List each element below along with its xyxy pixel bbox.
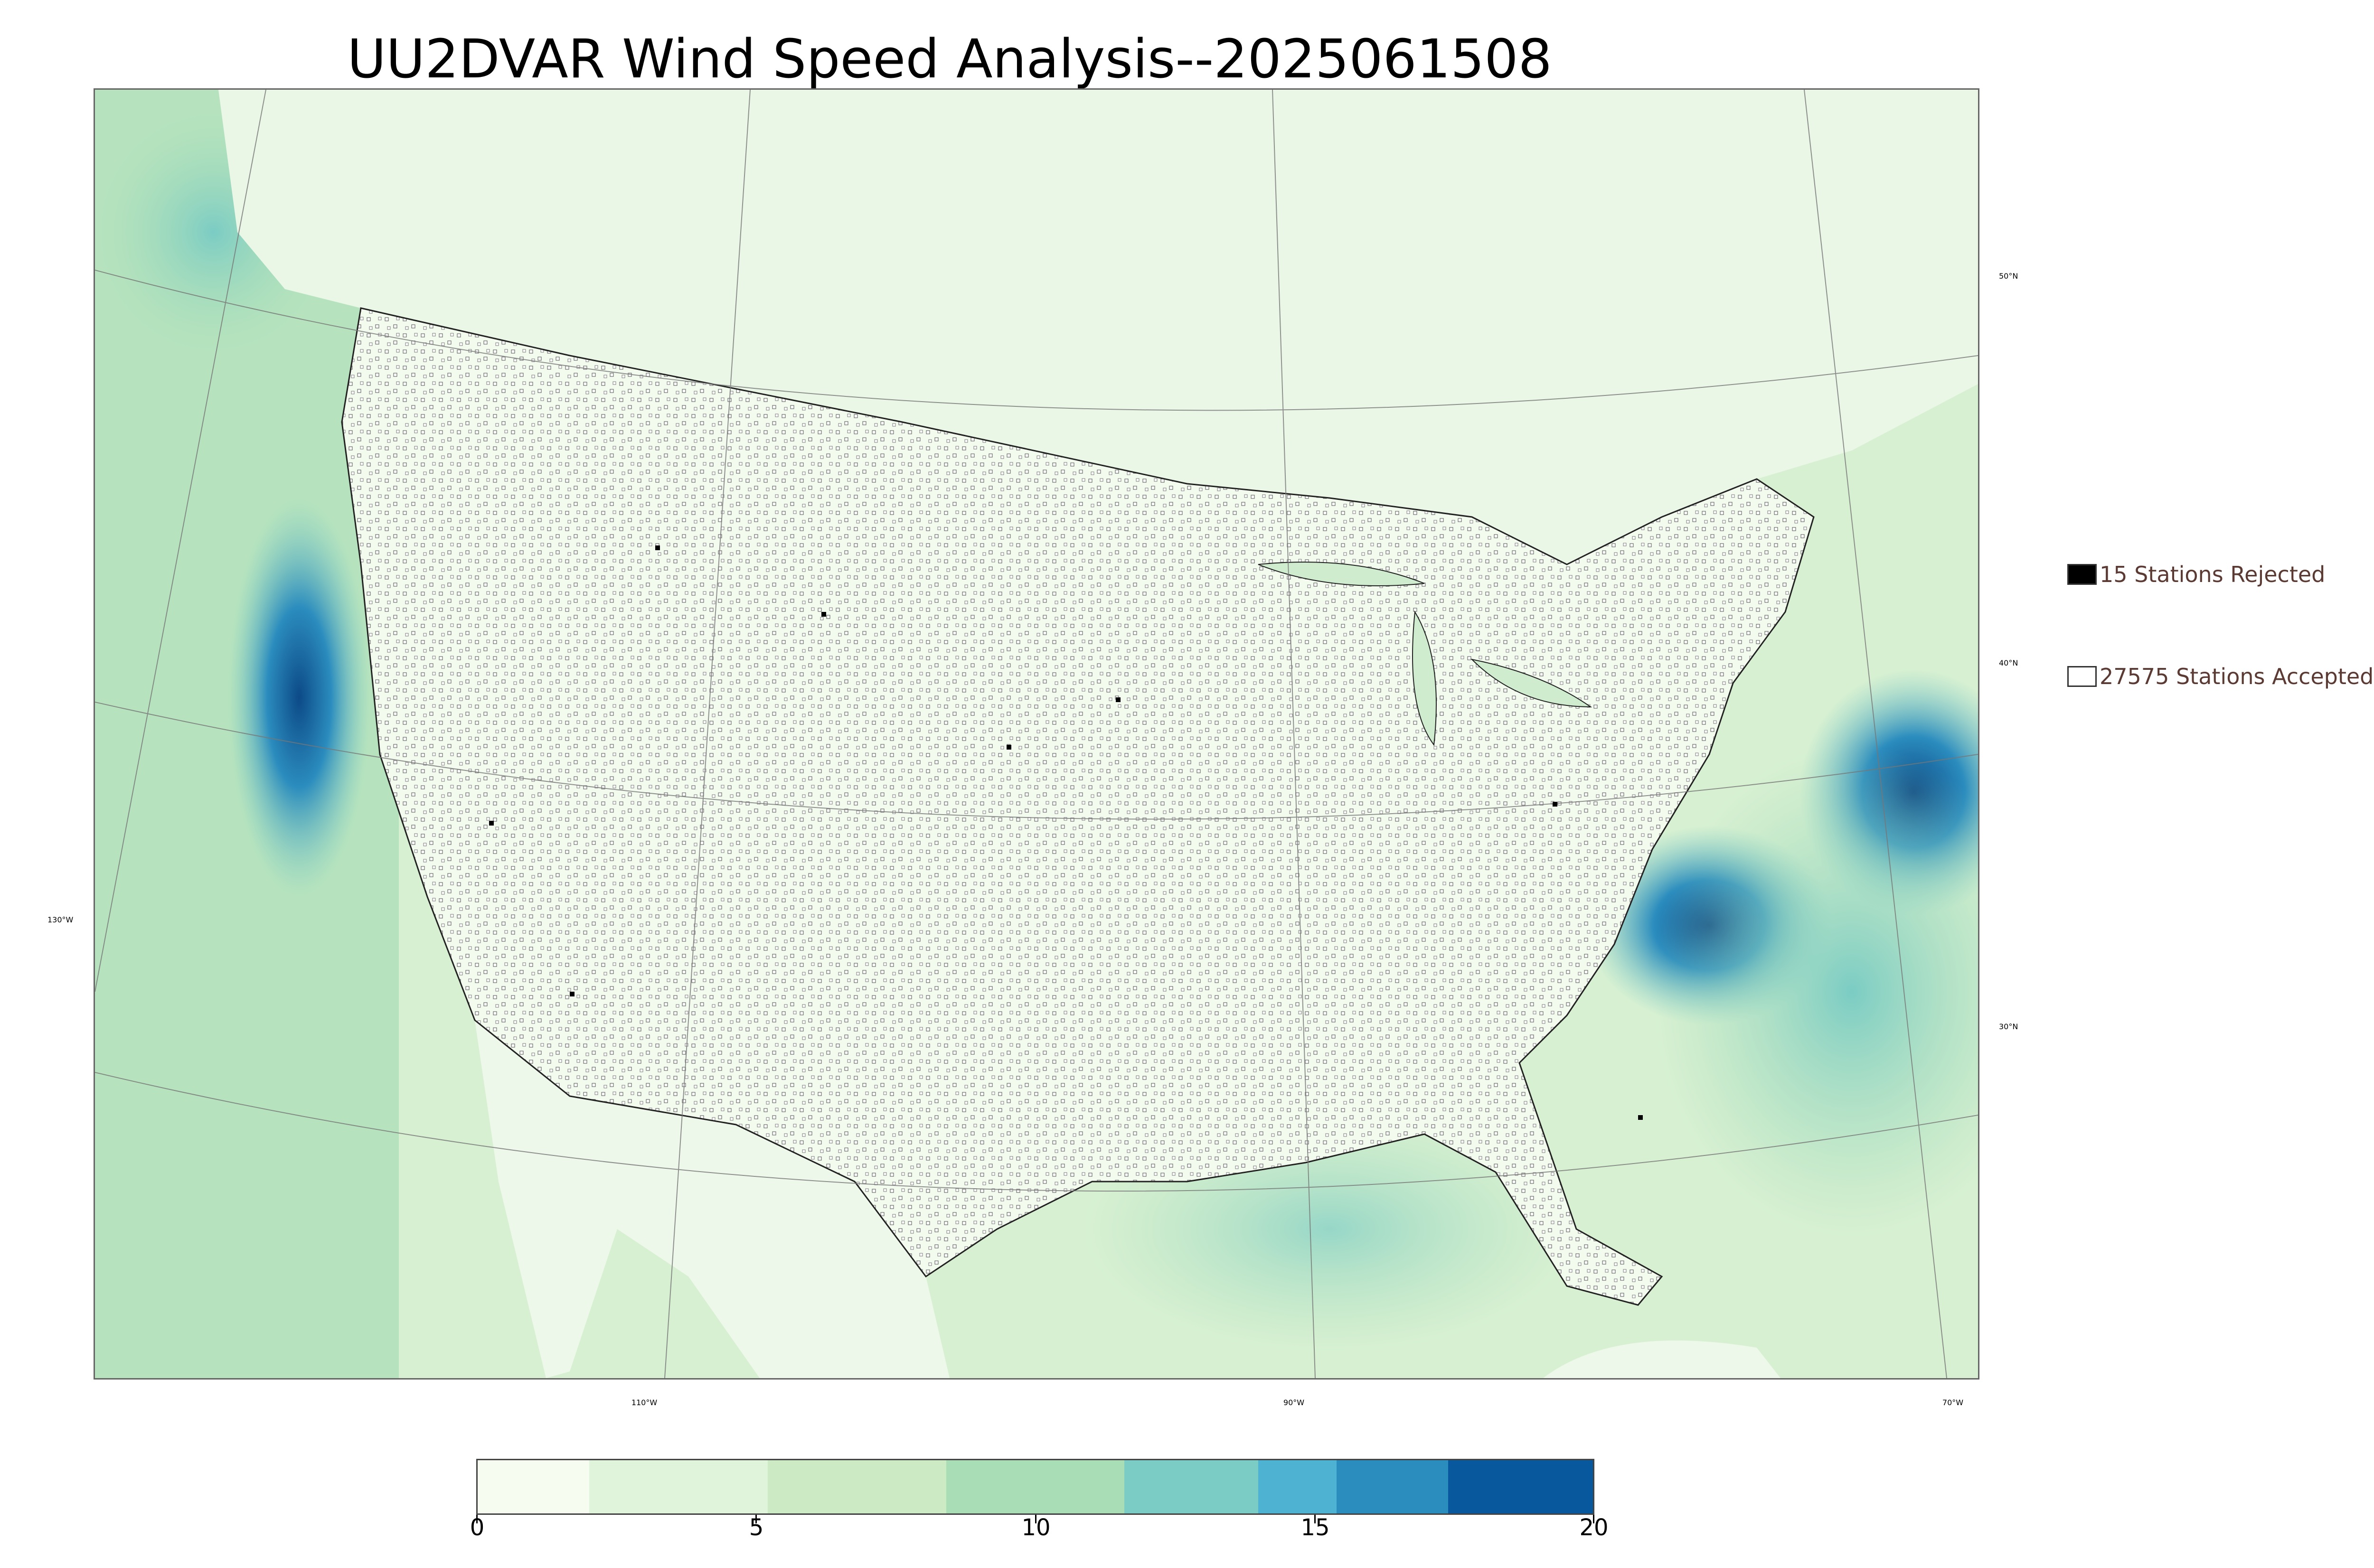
station-markers-accepted [342, 308, 1814, 1305]
legend-accepted-swatch [2067, 666, 2097, 687]
colorbar-segment [478, 1460, 589, 1513]
colorbar-segment [1124, 1460, 1259, 1513]
colorbar-tick-15 [1314, 1515, 1316, 1523]
colorbar-segment [1448, 1460, 1593, 1513]
lon-label-110w: 110°W [631, 1398, 658, 1407]
colorbar-label-20: 20 [1579, 1514, 1609, 1541]
coastline [341, 307, 1815, 1306]
colorbar-tick-10 [1035, 1515, 1036, 1523]
legend-accepted: 27575 Stations Accepted [2067, 664, 2374, 689]
cuba-landmass [1543, 1340, 1780, 1378]
legend-rejected-swatch [2067, 564, 2097, 585]
legend-rejected: 15 Stations Rejected [2067, 562, 2325, 587]
colorbar-segment [1336, 1460, 1448, 1513]
mexico-landmass [475, 1020, 950, 1378]
atlantic-mid-wind [1652, 745, 1978, 1239]
canada-landmass [218, 90, 1978, 564]
colorbar-segment [946, 1460, 1125, 1513]
legend-rejected-label: 15 Stations Rejected [2100, 562, 2326, 587]
lat-label-30n: 30°N [1999, 1022, 2018, 1031]
map-title: UU2DVAR Wind Speed Analysis--2025061508 [347, 28, 1552, 90]
lon-label-90w: 90°W [1283, 1398, 1305, 1407]
colorbar-label-10: 10 [1021, 1514, 1051, 1541]
colorbar-label-0: 0 [470, 1514, 485, 1541]
lon-label-130w: 130°W [47, 915, 74, 924]
colorbar-tick-0 [476, 1515, 478, 1523]
lat-label-40n: 40°N [1999, 658, 2018, 667]
map-area[interactable] [94, 88, 1979, 1380]
colorbar-tick-20 [1593, 1515, 1594, 1523]
wind-speed-map [95, 90, 1978, 1378]
colorbar-label-15: 15 [1300, 1514, 1330, 1541]
legend-accepted-label: 27575 Stations Accepted [2100, 664, 2374, 689]
pacific-high-wind [228, 498, 370, 897]
colorbar-segment [589, 1460, 768, 1513]
lon-label-70w: 70°W [1942, 1398, 1964, 1407]
colorbar-label-5: 5 [749, 1514, 764, 1541]
lat-label-50n: 50°N [1999, 272, 2018, 281]
colorbar [476, 1459, 1594, 1515]
station-markers-rejected [489, 545, 1643, 1120]
colorbar-tick-5 [755, 1515, 757, 1523]
graticule [95, 90, 1978, 1378]
colorbar-segment [1258, 1460, 1337, 1513]
colorbar-segment [767, 1460, 946, 1513]
great-lakes [1258, 562, 1592, 746]
